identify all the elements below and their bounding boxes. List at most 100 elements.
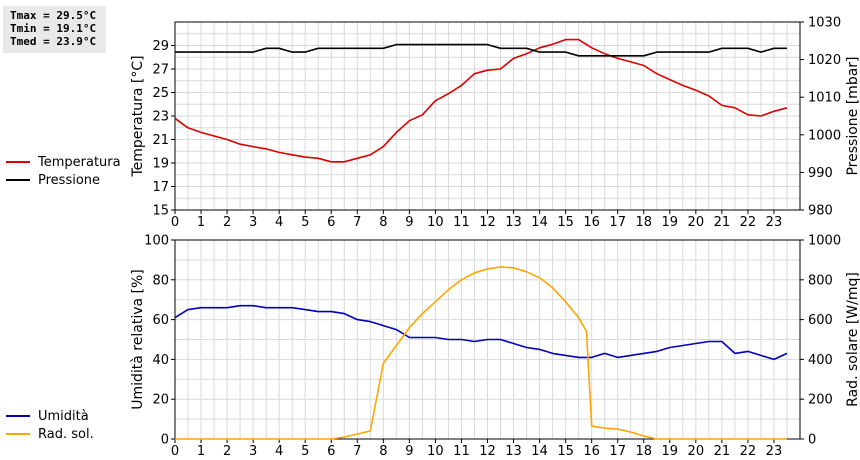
chart2-y-tick-label: 20: [152, 393, 169, 408]
legend-top: Temperatura Pressione: [6, 153, 121, 189]
chart2-x-tick-label: 20: [688, 444, 705, 459]
chart1-series-temperatura: [174, 38, 788, 163]
chart1-x-tick-label: 20: [688, 215, 705, 230]
legend-item-umidita: Umidità: [6, 407, 94, 425]
chart1-y2-tick-label: 1030: [808, 16, 841, 31]
chart2-series-rad-sol: [175, 266, 787, 440]
chart1-x-tick-label: 23: [766, 215, 783, 230]
chart2-x-tick-label: 14: [531, 444, 548, 459]
chart2-x-tick-label: 15: [557, 444, 574, 459]
chart1-x-tick-label: 1: [197, 215, 205, 230]
chart2-y2-tick-label: 0: [808, 433, 816, 448]
chart1-x-tick-label: 22: [740, 215, 757, 230]
chart2-x-tick-label: 11: [453, 444, 470, 459]
chart1-x-tick-label: 3: [249, 215, 257, 230]
chart2-x-tick-label: 5: [301, 444, 309, 459]
chart2-y-axis-title: Umidità relativa [%]: [130, 269, 146, 410]
chart2-x-tick-label: 16: [583, 444, 600, 459]
chart1-y2-tick-label: 1000: [808, 128, 841, 143]
chart2-x-tick-label: 0: [171, 444, 179, 459]
chart1-y-tick-label: 21: [152, 133, 169, 148]
chart2-y2-tick-label: 200: [808, 393, 833, 408]
chart1-y-tick-label: 19: [152, 157, 169, 172]
chart2-x-tick-label: 13: [505, 444, 522, 459]
chart1-x-tick-label: 9: [405, 215, 413, 230]
stats-box: Tmax = 29.5°C Tmin = 19.1°C Tmed = 23.9°…: [3, 6, 106, 53]
chart2-x-tick-label: 6: [327, 444, 335, 459]
chart1-x-tick-label: 18: [635, 215, 652, 230]
chart1-x-tick-label: 4: [275, 215, 283, 230]
chart1-x-tick-label: 6: [327, 215, 335, 230]
chart2-y-tick-label: 0: [161, 433, 169, 448]
chart1-y2-tick-label: 990: [808, 166, 833, 181]
chart1-x-tick-label: 12: [479, 215, 496, 230]
chart2-y2-axis-title: Rad. solare [W/mq]: [845, 272, 860, 407]
chart2-x-tick-label: 4: [275, 444, 283, 459]
chart1-x-tick-label: 14: [531, 215, 548, 230]
chart2-series-umidit: [174, 304, 788, 361]
legend-item-pressione: Pressione: [6, 171, 121, 189]
chart2-x-tick-label: 22: [740, 444, 757, 459]
chart1-x-tick-label: 11: [453, 215, 470, 230]
legend-label-umidita: Umidità: [38, 408, 89, 424]
chart2-x-tick-label: 17: [609, 444, 626, 459]
chart1-x-tick-label: 17: [609, 215, 626, 230]
chart1-y-tick-label: 27: [152, 63, 169, 78]
chart2-y-tick-label: 80: [152, 273, 169, 288]
chart1-x-tick-label: 21: [714, 215, 731, 230]
legend-label-temperatura: Temperatura: [38, 154, 121, 170]
legend-swatch-umidita: [6, 415, 30, 417]
chart2-y2-tick-label: 800: [808, 273, 833, 288]
chart2-x-tick-label: 8: [379, 444, 387, 459]
chart2-y-tick-label: 60: [152, 313, 169, 328]
chart2-y-tick-label: 40: [152, 353, 169, 368]
stat-tmax: Tmax = 29.5°C: [10, 9, 97, 22]
legend-swatch-temperatura: [6, 161, 30, 163]
chart1-y-tick-label: 15: [152, 204, 169, 219]
chart2-x-tick-label: 9: [405, 444, 413, 459]
chart1-x-tick-label: 10: [427, 215, 444, 230]
chart2-y2-tick-label: 400: [808, 353, 833, 368]
chart2-y2-tick-label: 600: [808, 313, 833, 328]
legend-swatch-radsol: [6, 433, 30, 435]
chart2-y2-tick-label: 1000: [808, 234, 841, 249]
chart1-x-tick-label: 5: [301, 215, 309, 230]
chart2-x-tick-label: 2: [223, 444, 231, 459]
chart1-y-tick-label: 17: [152, 180, 169, 195]
chart2-x-tick-label: 1: [197, 444, 205, 459]
chart1-x-tick-label: 7: [353, 215, 361, 230]
legend-item-radsol: Rad. sol.: [6, 425, 94, 443]
chart1-x-tick-label: 15: [557, 215, 574, 230]
chart2-x-tick-label: 18: [635, 444, 652, 459]
chart1-y2-axis-title: Pressione [mbar]: [845, 56, 860, 175]
chart2-x-tick-label: 23: [766, 444, 783, 459]
chart2-x-tick-label: 10: [427, 444, 444, 459]
chart1-series-pressione: [175, 43, 787, 57]
chart1-y-axis-title: Temperatura [°C]: [130, 55, 146, 177]
chart2-x-tick-label: 12: [479, 444, 496, 459]
chart2-x-tick-label: 21: [714, 444, 731, 459]
stat-tmin: Tmin = 19.1°C: [10, 22, 97, 35]
chart1-y-tick-label: 23: [152, 110, 169, 125]
chart1-y2-tick-label: 1010: [808, 91, 841, 106]
legend-swatch-pressione: [6, 179, 30, 181]
legend-label-radsol: Rad. sol.: [38, 426, 94, 442]
chart1-x-tick-label: 19: [662, 215, 679, 230]
chart1-x-tick-label: 13: [505, 215, 522, 230]
stat-tmed: Tmed = 23.9°C: [10, 35, 97, 48]
chart1-y2-tick-label: 980: [808, 204, 833, 219]
chart1-y2-tick-label: 1020: [808, 53, 841, 68]
chart1-x-tick-label: 16: [583, 215, 600, 230]
chart2-y-tick-label: 100: [144, 234, 169, 249]
chart2-x-tick-label: 3: [249, 444, 257, 459]
chart1-y-tick-label: 25: [152, 86, 169, 101]
legend-bottom: Umidità Rad. sol.: [6, 407, 94, 443]
chart1-x-tick-label: 0: [171, 215, 179, 230]
legend-item-temperatura: Temperatura: [6, 153, 121, 171]
chart1-x-tick-label: 2: [223, 215, 231, 230]
chart2-x-tick-label: 7: [353, 444, 361, 459]
chart1-y-tick-label: 29: [152, 39, 169, 54]
legend-label-pressione: Pressione: [38, 172, 101, 188]
chart2-x-tick-label: 19: [662, 444, 679, 459]
